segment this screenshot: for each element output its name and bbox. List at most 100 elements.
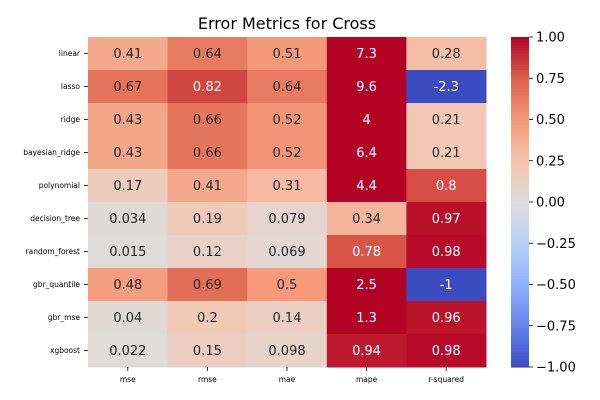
colorbar-gradient-step (511, 358, 529, 363)
colorbar-gradient-step (511, 100, 529, 104)
colorbar-gradient-step (511, 130, 529, 134)
colorbar-gradient-step (511, 144, 529, 148)
colorbar-gradient-step (511, 136, 529, 140)
colorbar-gradient-step (511, 103, 529, 107)
cell-value-label: 0.78 (352, 245, 381, 260)
colorbar-gradient-step (511, 287, 529, 291)
x-tick-label: r-squared (428, 375, 464, 384)
colorbar-tick-label: −0.75 (536, 319, 576, 334)
heatmap-cell (326, 103, 407, 137)
cell-value-label: 0.28 (432, 47, 461, 62)
heatmap-cell (247, 169, 328, 203)
colorbar-gradient-step (511, 59, 529, 63)
colorbar-gradient-step (511, 86, 529, 90)
cell-value-label: 0.52 (273, 113, 302, 128)
colorbar-gradient-step (511, 72, 529, 77)
colorbar-gradient-step (511, 314, 529, 319)
colorbar-gradient-step (511, 273, 529, 277)
colorbar-gradient-step (511, 83, 529, 88)
colorbar-tick-label: 1.00 (536, 31, 565, 46)
heatmap-cell (167, 334, 248, 368)
colorbar-gradient-step (511, 262, 529, 266)
heatmap-cell (88, 334, 169, 368)
colorbar-gradient-step (511, 251, 529, 255)
cell-value-label: 7.3 (356, 47, 377, 62)
colorbar-gradient-step (511, 295, 529, 299)
heatmap-cell (167, 136, 248, 170)
colorbar-gradient-step (511, 188, 529, 192)
colorbar-gradient-step (511, 215, 529, 220)
cell-value-label: 0.97 (432, 212, 461, 227)
cell-value-label: 0.2 (197, 311, 218, 326)
colorbar-gradient-step (511, 92, 529, 96)
colorbar-gradient-step (511, 281, 529, 286)
heatmap-cell (88, 301, 169, 335)
cell-value-label: 0.15 (193, 344, 222, 359)
colorbar-gradient-step (511, 193, 529, 198)
cell-value-label: 0.48 (113, 278, 142, 293)
heatmap-cell (406, 70, 487, 104)
heatmap-cell (88, 37, 169, 71)
colorbar-gradient-step (511, 224, 529, 228)
cell-value-label: 0.52 (273, 146, 302, 161)
heatmap-cell (247, 301, 328, 335)
cell-value-label: 0.96 (432, 311, 461, 326)
colorbar-gradient-step (511, 339, 529, 343)
colorbar-gradient-step (511, 361, 529, 365)
cell-value-label: 0.098 (268, 344, 305, 359)
y-tick-label: gbr_mse (48, 313, 81, 322)
colorbar-gradient-step (511, 292, 529, 297)
colorbar-gradient-step (511, 171, 529, 176)
colorbar-tick-label: 0.00 (536, 196, 565, 211)
colorbar-gradient-step (511, 350, 529, 354)
heatmap-cell (247, 103, 328, 137)
colorbar-gradient-step (511, 64, 529, 68)
colorbar-gradient-step (511, 213, 529, 217)
colorbar-gradient-step (511, 111, 529, 115)
colorbar-gradient-step (511, 240, 529, 244)
cell-value-label: 0.98 (432, 245, 461, 260)
cell-value-label: 0.14 (273, 311, 302, 326)
colorbar-gradient-step (511, 246, 529, 250)
colorbar-gradient-step (511, 237, 529, 242)
colorbar-gradient-step (511, 89, 529, 93)
heatmap-cell (247, 268, 328, 302)
heatmap-cell (88, 169, 169, 203)
colorbar-gradient-step (511, 345, 529, 349)
colorbar-gradient-step (511, 166, 529, 170)
cell-value-label: 0.034 (109, 212, 146, 227)
colorbar-gradient-step (511, 306, 529, 310)
colorbar: 1.00 0.75 0.50 0.25 0.00 −0.25 −0.50 −0.75 −1.00 (511, 31, 576, 376)
heatmap-cell (167, 169, 248, 203)
heatmap-cell (167, 235, 248, 269)
row-labels: linear lasso ridge bayesian_ridge polynomial… (23, 49, 88, 355)
colorbar-gradient-step (511, 334, 529, 338)
colorbar-gradient-step (511, 199, 529, 203)
heatmap-cell (326, 235, 407, 269)
heatmap-cell (406, 334, 487, 368)
colorbar-tick-label: 0.50 (536, 113, 565, 128)
colorbar-gradient-step (511, 180, 529, 184)
heatmap-cell (406, 103, 487, 137)
cell-value-label: 0.41 (193, 179, 222, 194)
colorbar-gradient-step (511, 50, 529, 55)
colorbar-gradient-step (511, 364, 529, 368)
cell-value-label: 0.64 (193, 47, 222, 62)
cell-value-label: 0.19 (193, 212, 222, 227)
cell-value-label: 0.82 (193, 80, 222, 95)
colorbar-gradient-step (511, 328, 529, 332)
cell-value-label: 9.6 (356, 80, 377, 95)
cell-value-label: 0.8 (436, 179, 457, 194)
heatmap-cell (167, 202, 248, 236)
heatmap-cell (326, 37, 407, 71)
colorbar-gradient-step (511, 196, 529, 200)
cell-value-label: 0.079 (268, 212, 305, 227)
cell-value-label: 0.022 (109, 344, 146, 359)
colorbar-gradient-step (511, 243, 529, 247)
colorbar-gradient-step (511, 125, 529, 129)
colorbar-gradient-step (511, 78, 529, 82)
heatmap-cell (406, 169, 487, 203)
colorbar-gradient-step (511, 218, 529, 222)
colorbar-gradient-step (511, 279, 529, 283)
colorbar-gradient-step (511, 248, 529, 253)
